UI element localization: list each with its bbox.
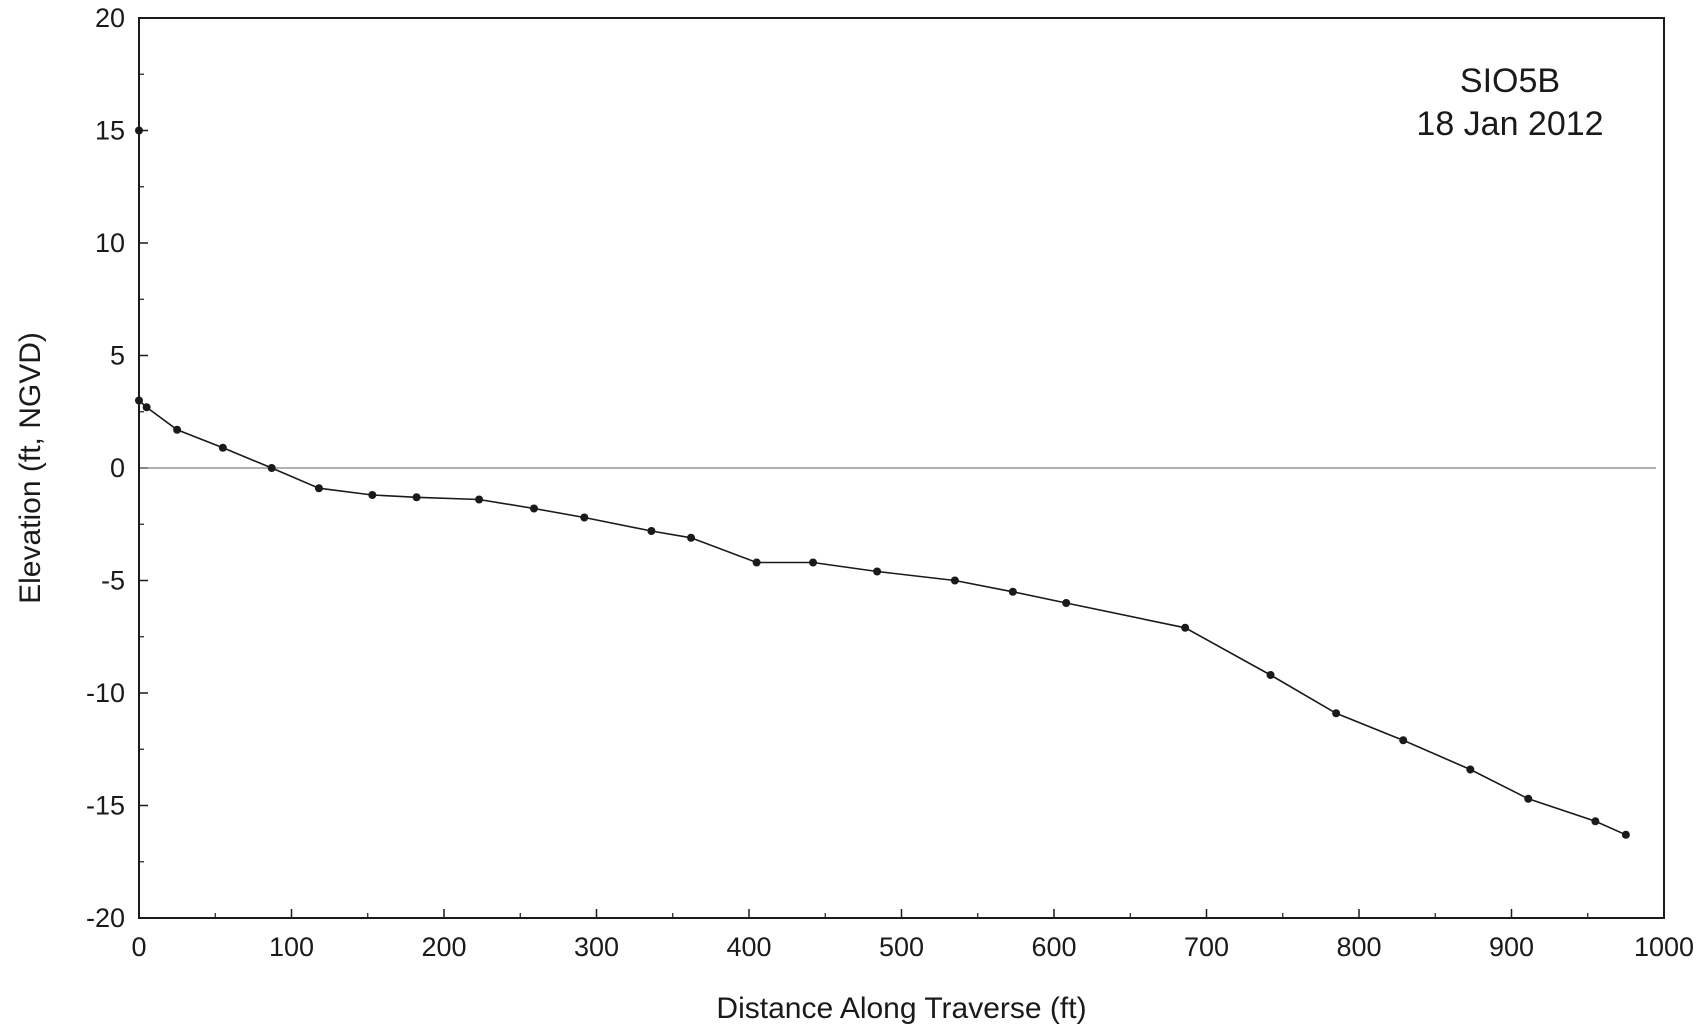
plot-area-frame bbox=[138, 17, 1665, 919]
data-point bbox=[809, 558, 818, 567]
data-point bbox=[173, 425, 182, 434]
data-point bbox=[1008, 587, 1017, 596]
y-axis-title: Elevation (ft, NGVD) bbox=[14, 332, 47, 604]
series-line bbox=[138, 130, 1627, 836]
data-point bbox=[218, 443, 227, 452]
x-tick-label: 1000 bbox=[1634, 932, 1694, 962]
data-point bbox=[873, 567, 882, 576]
data-point bbox=[1591, 817, 1600, 826]
data-point bbox=[647, 527, 656, 535]
survey-date-label: 18 Jan 2012 bbox=[1416, 105, 1603, 143]
data-point bbox=[1621, 830, 1630, 839]
x-tick-label: 900 bbox=[1489, 932, 1534, 962]
data-point bbox=[1466, 765, 1475, 774]
y-tick-label: -15 bbox=[86, 791, 125, 821]
data-point bbox=[412, 493, 421, 502]
data-point bbox=[1332, 709, 1341, 718]
y-tick-label: -5 bbox=[101, 566, 125, 596]
data-point bbox=[267, 464, 276, 472]
data-points bbox=[135, 126, 1630, 839]
x-axis-title: Distance Along Traverse (ft) bbox=[716, 992, 1086, 1025]
data-point bbox=[1266, 671, 1275, 679]
x-tick-label: 700 bbox=[1184, 932, 1229, 962]
y-tick-label: 15 bbox=[95, 116, 125, 146]
x-tick-label: 300 bbox=[574, 932, 619, 962]
data-point bbox=[1181, 623, 1190, 632]
y-axis-ticks: 20 15 10 5 0 -5 -10 -15 -20 bbox=[86, 3, 148, 933]
data-point bbox=[142, 403, 151, 412]
x-tick-label: 500 bbox=[879, 932, 924, 962]
data-point bbox=[687, 533, 696, 542]
x-tick-label: 200 bbox=[421, 932, 466, 962]
y-tick-label: 20 bbox=[95, 3, 125, 33]
y-tick-label: 10 bbox=[95, 228, 125, 258]
data-point bbox=[368, 491, 377, 499]
x-axis-ticks: 0 100 200 300 400 500 600 700 800 900 1000 bbox=[131, 909, 1694, 962]
station-label: SIO5B bbox=[1460, 62, 1560, 100]
data-point bbox=[580, 513, 589, 522]
x-tick-label: 400 bbox=[726, 932, 771, 962]
data-point bbox=[529, 504, 538, 513]
x-tick-label: 600 bbox=[1031, 932, 1076, 962]
y-tick-label: 5 bbox=[110, 341, 125, 371]
data-point bbox=[475, 495, 484, 504]
data-point bbox=[950, 576, 959, 585]
x-tick-label: 800 bbox=[1336, 932, 1381, 962]
data-point bbox=[1062, 599, 1071, 607]
y-tick-label: -10 bbox=[86, 678, 125, 708]
x-tick-label: 0 bbox=[131, 932, 146, 962]
y-tick-label: -20 bbox=[86, 903, 125, 933]
data-point bbox=[1399, 736, 1408, 745]
y-tick-label: 0 bbox=[110, 453, 125, 483]
data-point bbox=[1524, 794, 1533, 803]
data-point bbox=[752, 558, 761, 567]
x-tick-label: 100 bbox=[269, 932, 314, 962]
data-point bbox=[314, 484, 323, 493]
